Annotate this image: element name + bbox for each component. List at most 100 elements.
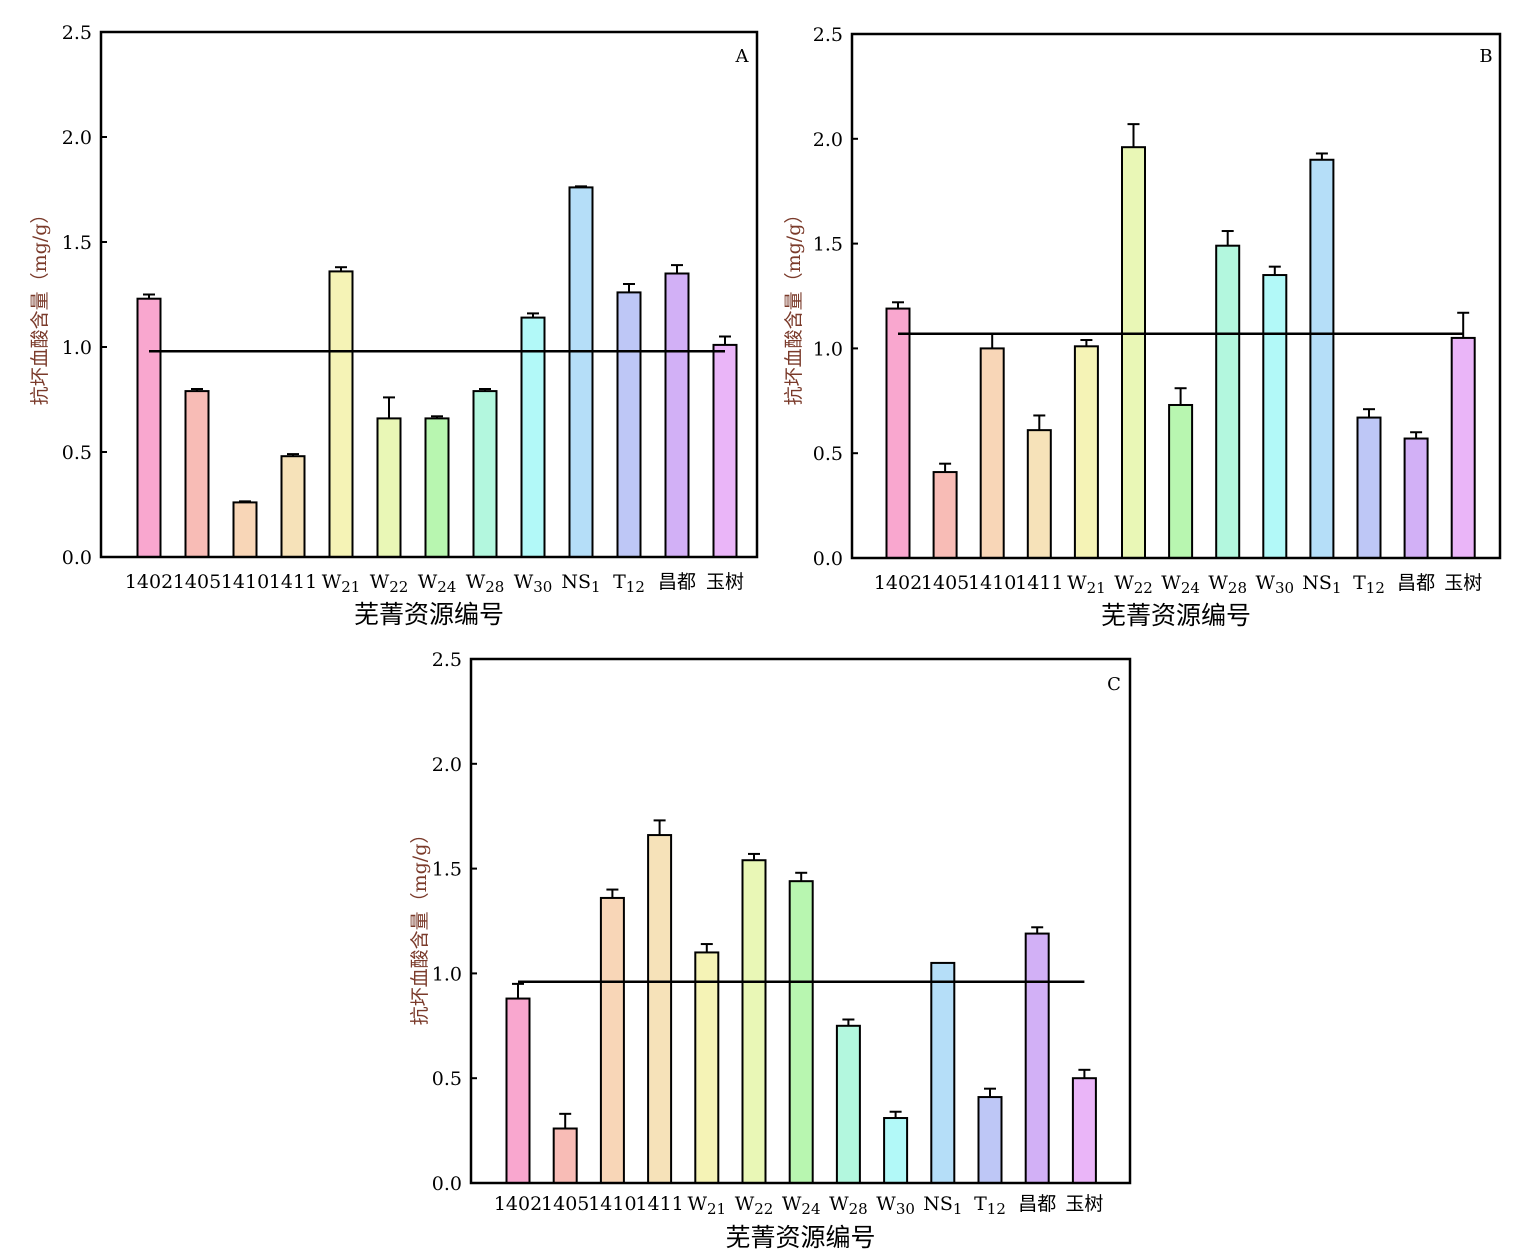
x-tick-label: NS1	[1302, 572, 1341, 597]
error-bar-1	[892, 301, 904, 309]
x-tick-label: W21	[322, 571, 361, 596]
y-tick-label: 2.5	[432, 649, 462, 671]
error-bar-9	[889, 1110, 902, 1119]
x-tick-label: 昌都	[1018, 1193, 1056, 1215]
bar-11	[977, 1096, 1003, 1184]
panel-label: B	[1479, 46, 1492, 67]
x-tick-label: 玉树	[1065, 1193, 1103, 1215]
error-bar-4	[653, 819, 666, 836]
x-tick-label: W30	[876, 1193, 915, 1218]
x-tick-label: W21	[687, 1193, 726, 1218]
bar-7	[1168, 403, 1194, 559]
bar-9	[1262, 274, 1288, 559]
error-bar-4	[287, 453, 299, 457]
x-tick-label: 昌都	[1397, 572, 1435, 594]
x-tick-label: 1411	[269, 571, 317, 593]
error-bar-8	[842, 1018, 855, 1026]
y-tick-label: 0.0	[62, 547, 92, 569]
bar-12	[1024, 932, 1050, 1184]
bar-2	[184, 390, 210, 558]
x-tick-label: W24	[782, 1193, 821, 1218]
x-tick-label: W22	[735, 1193, 774, 1218]
y-tick-label: 0.0	[432, 1173, 462, 1195]
error-bar-9	[527, 312, 539, 318]
x-tick-label: 1402	[874, 572, 922, 594]
error-bar-2	[559, 1112, 572, 1129]
y-tick-label: 2.0	[432, 754, 462, 776]
y-tick-label: 1.5	[432, 859, 462, 881]
x-tick-label: W24	[1161, 572, 1200, 597]
error-bar-3	[239, 500, 251, 503]
bar-2	[932, 471, 958, 559]
bar-5	[1073, 345, 1099, 559]
error-bar-12	[1031, 926, 1044, 934]
bar-8	[835, 1024, 861, 1185]
bar-4	[1026, 429, 1052, 560]
error-bar-5	[335, 266, 347, 272]
x-tick-label: 1402	[125, 571, 173, 593]
error-bar-6	[383, 396, 395, 419]
panel-a-chart: 0.0 0.5 1.0 1.5 2.0 2.5 1402 1405 1410 1411 W21 W22…	[29, 22, 759, 629]
bar-12	[664, 272, 690, 558]
x-tick-label: W22	[1114, 572, 1153, 597]
bar-13	[712, 343, 738, 558]
bar-3	[599, 896, 625, 1184]
x-tick-label: W22	[370, 571, 409, 596]
bar-1	[885, 307, 911, 559]
x-tick-label: T12	[1353, 572, 1385, 597]
panel-label: A	[735, 46, 750, 67]
error-bar-4	[1033, 414, 1046, 431]
x-tick-label: 1410	[221, 571, 269, 593]
error-bar-7	[795, 871, 808, 882]
x-tick-label: T12	[613, 571, 645, 596]
bar-4	[280, 455, 306, 559]
y-axis-label: 抗坏血酸含量（mg/g）	[783, 205, 805, 406]
plot-frame	[850, 32, 1502, 560]
bar-1	[136, 297, 162, 558]
bar-6	[741, 859, 767, 1184]
error-bar-12	[671, 264, 683, 274]
x-tick-label: 玉树	[1444, 572, 1482, 594]
error-bar-12	[1410, 431, 1423, 439]
error-bar-13	[1078, 1068, 1091, 1079]
plot-frame	[469, 657, 1132, 1185]
error-bar-11	[623, 283, 635, 293]
error-bar-13	[719, 335, 731, 345]
x-tick-label: 1411	[1015, 572, 1063, 594]
error-bar-10	[575, 185, 587, 188]
error-bar-9	[1268, 265, 1281, 276]
error-bar-5	[1080, 339, 1093, 347]
bar-7	[424, 417, 450, 558]
error-bar-6	[1127, 123, 1140, 148]
error-bar-7	[431, 415, 443, 419]
x-axis-label: 芜菁资源编号	[354, 600, 504, 629]
error-bar-3	[986, 332, 999, 349]
y-tick-label: 2.0	[62, 127, 92, 149]
y-tick-label: 0.0	[813, 548, 843, 570]
y-tick-label: 2.0	[813, 129, 843, 151]
bar-10	[568, 186, 594, 558]
bar-13	[1071, 1077, 1097, 1184]
y-tick-label: 2.5	[62, 22, 92, 44]
error-bar-6	[748, 852, 760, 861]
bar-8	[1215, 244, 1241, 559]
bar-2	[552, 1127, 578, 1185]
bar-9	[883, 1117, 909, 1185]
x-tick-label: NS1	[923, 1193, 962, 1218]
bar-10	[1309, 158, 1335, 559]
error-bar-1	[143, 293, 155, 299]
bar-3	[979, 347, 1005, 559]
bar-7	[788, 880, 814, 1185]
x-tick-label: 1405	[173, 571, 221, 593]
bar-9	[520, 316, 546, 558]
bar-6	[376, 417, 402, 558]
error-bar-11	[1363, 408, 1375, 418]
bar-4	[647, 834, 673, 1185]
x-tick-label: T12	[974, 1193, 1006, 1218]
x-tick-label: NS1	[561, 571, 600, 596]
y-tick-label: 1.0	[432, 963, 462, 985]
error-bar-8	[479, 388, 491, 392]
